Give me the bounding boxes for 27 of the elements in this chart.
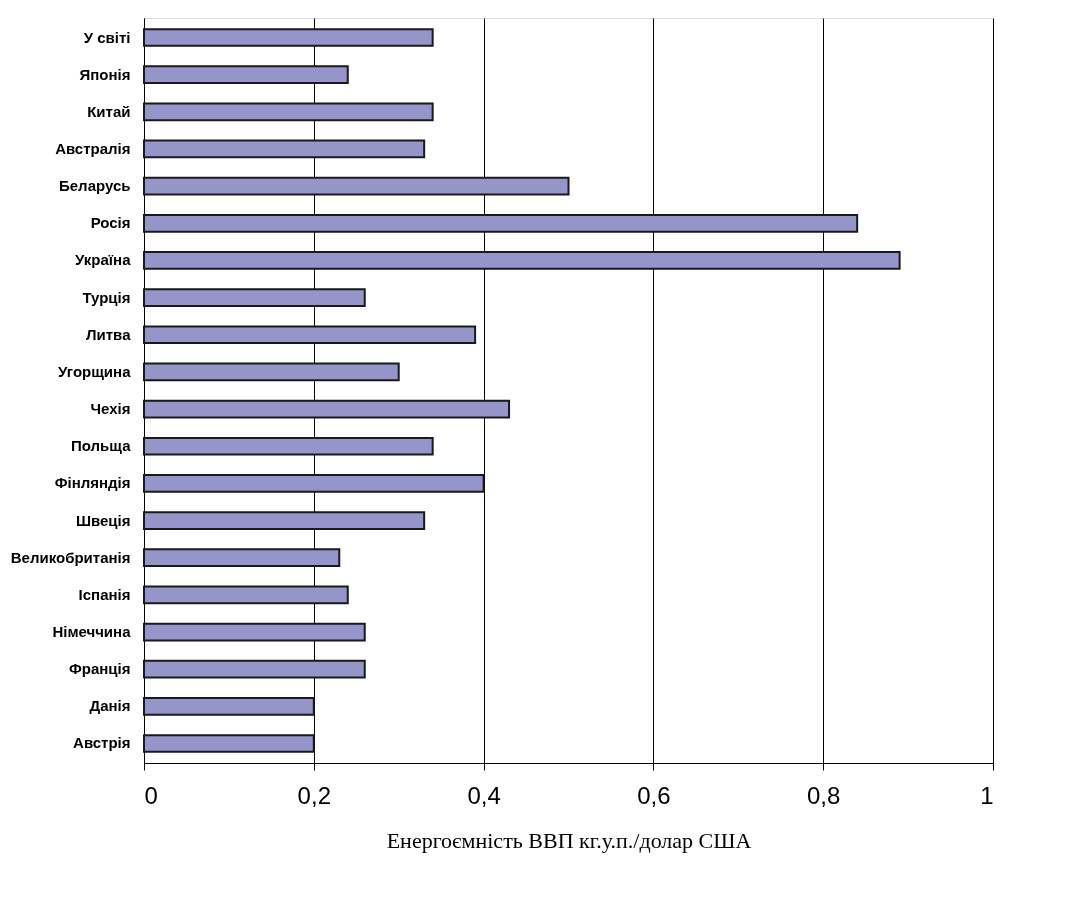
x-tick-label: 0,6 xyxy=(637,781,671,809)
x-tick-label: 0,4 xyxy=(467,781,501,809)
y-tick-label: Беларусь xyxy=(59,177,131,195)
y-tick-label: Китай xyxy=(87,102,131,120)
y-tick-label: Швеція xyxy=(75,511,131,529)
y-tick-label: Франція xyxy=(68,660,131,678)
y-tick-label: Чехія xyxy=(90,400,131,418)
y-tick-label: Турція xyxy=(82,288,131,306)
y-tick-label: Австралія xyxy=(55,139,131,157)
y-tick-label: Росія xyxy=(90,214,131,232)
x-tick-label: 0,8 xyxy=(807,781,841,809)
y-tick-label: Німеччина xyxy=(52,623,132,641)
y-tick-label: Україна xyxy=(75,251,132,269)
y-tick-label: Японія xyxy=(79,65,131,83)
x-tick-label: 1 xyxy=(980,781,994,809)
y-tick-label: Іспанія xyxy=(78,585,131,603)
y-tick-label: Австрія xyxy=(73,734,131,752)
y-tick-label: Фінляндія xyxy=(54,474,131,492)
x-tick-label: 0,2 xyxy=(297,781,331,809)
y-tick-label: У світі xyxy=(83,28,131,46)
y-tick-label: Данія xyxy=(89,697,131,715)
y-tick-label: Угорщина xyxy=(58,362,132,380)
y-tick-label: Великобританія xyxy=(10,548,131,566)
x-tick-label: 0 xyxy=(144,781,158,809)
x-axis-title: Енергоємність ВВП кг.у.п./долар США xyxy=(386,827,752,853)
y-tick-label: Литва xyxy=(86,325,132,343)
y-tick-label: Польща xyxy=(70,437,132,455)
